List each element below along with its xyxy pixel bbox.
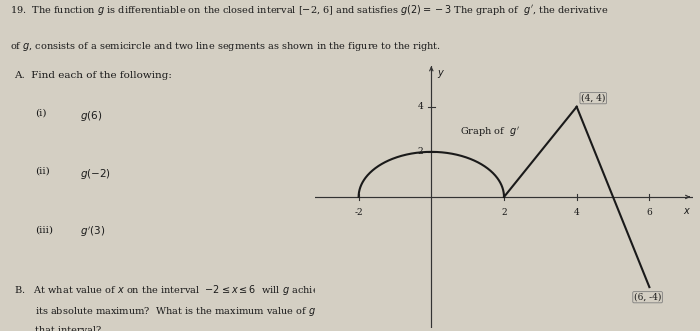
Text: 4: 4 xyxy=(574,208,580,217)
Text: $g(6)$: $g(6)$ xyxy=(80,109,103,122)
Text: $g(-2)$: $g(-2)$ xyxy=(80,167,111,181)
Text: (ii): (ii) xyxy=(35,167,50,176)
Text: A.  Find each of the following:: A. Find each of the following: xyxy=(14,71,172,80)
Text: (i): (i) xyxy=(35,109,46,118)
Text: $x$: $x$ xyxy=(683,206,691,216)
Text: that interval?: that interval? xyxy=(35,326,101,331)
Text: 4: 4 xyxy=(418,102,424,111)
Text: $g'(3)$: $g'(3)$ xyxy=(80,225,106,240)
Text: 2: 2 xyxy=(501,208,507,217)
Text: $y$: $y$ xyxy=(437,69,445,80)
Text: of $g$, consists of a semicircle and two line segments as shown in the figure to: of $g$, consists of a semicircle and two… xyxy=(10,40,442,53)
Text: (6, -4): (6, -4) xyxy=(634,293,662,302)
Text: (4, 4): (4, 4) xyxy=(581,94,606,103)
Text: 19.  The function $g$ is differentiable on the closed interval [$-$2, 6] and sat: 19. The function $g$ is differentiable o… xyxy=(10,3,609,17)
Text: B.   At what value of $x$ on the interval  $-2 \leq x \leq 6$  will $g$ achieve: B. At what value of $x$ on the interval … xyxy=(14,283,330,297)
Text: 2: 2 xyxy=(418,147,424,156)
Text: -2: -2 xyxy=(354,208,363,217)
Text: (iii): (iii) xyxy=(35,225,53,234)
Text: 6: 6 xyxy=(647,208,652,217)
Text: Graph of  $g'$: Graph of $g'$ xyxy=(461,125,520,138)
Text: its absolute maximum?  What is the maximum value of $g$  on: its absolute maximum? What is the maximu… xyxy=(35,305,335,317)
